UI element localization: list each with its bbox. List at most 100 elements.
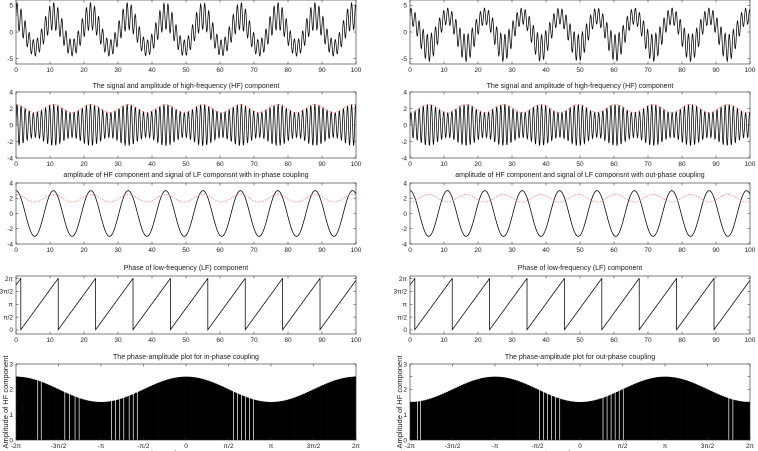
bar	[612, 393, 615, 440]
chart-left-1: 0 10 20 30 40 50 60 70 80 90 100-505	[7, 0, 362, 74]
bar	[170, 378, 174, 440]
bar	[438, 395, 441, 440]
bar	[65, 392, 68, 440]
bar	[240, 395, 243, 440]
bar	[440, 394, 443, 440]
bar	[553, 396, 556, 440]
chart-title: The signal and amplitude of high-frequen…	[93, 83, 280, 90]
x-tick-label: 70	[644, 161, 652, 168]
x-tick-label: 90	[712, 161, 720, 168]
bar	[352, 376, 355, 440]
bar	[583, 401, 586, 440]
bar	[354, 376, 356, 440]
x-tick-label: 90	[712, 67, 720, 74]
bar	[346, 377, 349, 440]
bar	[252, 399, 255, 440]
series-signal-0	[410, 190, 750, 237]
bar	[229, 390, 232, 440]
x-tick-label: 60	[610, 161, 618, 168]
x-tick-label: -3π/2	[445, 443, 461, 450]
x-axis-label: Phase of LF component	[146, 449, 227, 451]
x-tick-label: 30	[508, 247, 516, 254]
bar	[144, 388, 147, 440]
bar	[457, 386, 460, 440]
bar	[578, 401, 581, 440]
bar	[197, 377, 200, 440]
x-tick-label: 30	[114, 337, 122, 344]
bar	[576, 401, 579, 440]
y-tick-label: 0	[403, 327, 407, 334]
bar	[534, 388, 537, 440]
bar	[291, 398, 294, 440]
x-tick-label: 30	[508, 337, 516, 344]
x-tick-label: 40	[542, 67, 550, 74]
bar	[729, 398, 732, 440]
chart-right-2: 0 10 20 30 40 50 60 70 80 90 100 -4 -2 0 2 4 The signal …	[401, 83, 756, 168]
bar	[432, 397, 435, 440]
bar	[136, 391, 140, 440]
x-tick-label: 80	[678, 247, 686, 254]
x-tick-label: -π	[98, 443, 105, 450]
bar	[678, 378, 681, 440]
x-tick-label: 80	[678, 67, 686, 74]
bar	[657, 377, 660, 440]
x-tick-label: 100	[745, 67, 756, 74]
x-tick-label: -π/2	[137, 443, 149, 450]
bar	[272, 401, 276, 440]
x-tick-label: 90	[712, 247, 720, 254]
x-tick-label: 10	[46, 67, 54, 74]
bar	[691, 382, 694, 440]
bar	[682, 379, 685, 440]
bar	[99, 401, 102, 440]
bar	[597, 399, 600, 440]
bar	[595, 399, 598, 440]
bar	[502, 377, 505, 440]
bar	[551, 396, 554, 440]
y-tick-label: 3π/2	[393, 289, 407, 296]
y-tick-label: 0	[403, 437, 407, 444]
bar	[342, 377, 345, 440]
y-tick-label: 4	[403, 180, 407, 187]
bar	[254, 399, 257, 440]
x-axis-label: Phase of LF component	[540, 449, 621, 451]
x-tick-label: 10	[440, 67, 448, 74]
bar	[468, 381, 471, 440]
bar	[199, 378, 202, 440]
bar	[106, 401, 109, 440]
x-tick-label: π/2	[618, 443, 628, 450]
bar	[212, 382, 215, 440]
bar	[661, 376, 664, 440]
x-tick-label: 30	[114, 247, 122, 254]
bar	[125, 396, 128, 440]
bar	[123, 397, 126, 440]
series-signal-0	[16, 190, 356, 237]
bar	[102, 401, 106, 440]
axes-box	[409, 182, 751, 245]
bar	[214, 383, 217, 440]
bar	[462, 384, 466, 440]
bar	[625, 387, 628, 440]
y-tick-label: 0	[9, 327, 13, 334]
bar	[152, 385, 155, 440]
series-envelope-1	[16, 194, 356, 203]
bar	[223, 387, 226, 440]
bar	[731, 399, 734, 440]
y-tick-label: 2	[403, 387, 407, 394]
bar	[712, 391, 715, 440]
bar	[738, 401, 741, 440]
bar	[421, 400, 424, 440]
y-tick-label: π/2	[3, 314, 13, 321]
bar	[627, 386, 630, 440]
bar	[129, 395, 132, 440]
bar	[116, 399, 119, 440]
bar	[663, 376, 666, 440]
x-tick-label: 60	[610, 67, 618, 74]
y-tick-label: π	[9, 302, 14, 309]
bar	[208, 381, 211, 440]
bar	[474, 379, 477, 440]
y-tick-label: 4	[403, 89, 407, 96]
bar	[470, 381, 473, 440]
x-tick-label: 80	[284, 161, 292, 168]
bar	[430, 398, 433, 440]
